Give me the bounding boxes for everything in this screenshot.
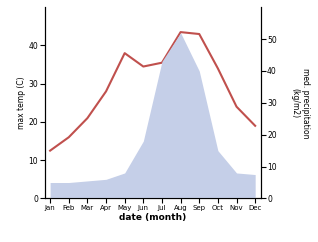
Y-axis label: max temp (C): max temp (C) (17, 76, 26, 129)
Y-axis label: med. precipitation
(kg/m2): med. precipitation (kg/m2) (291, 68, 310, 138)
X-axis label: date (month): date (month) (119, 213, 186, 222)
